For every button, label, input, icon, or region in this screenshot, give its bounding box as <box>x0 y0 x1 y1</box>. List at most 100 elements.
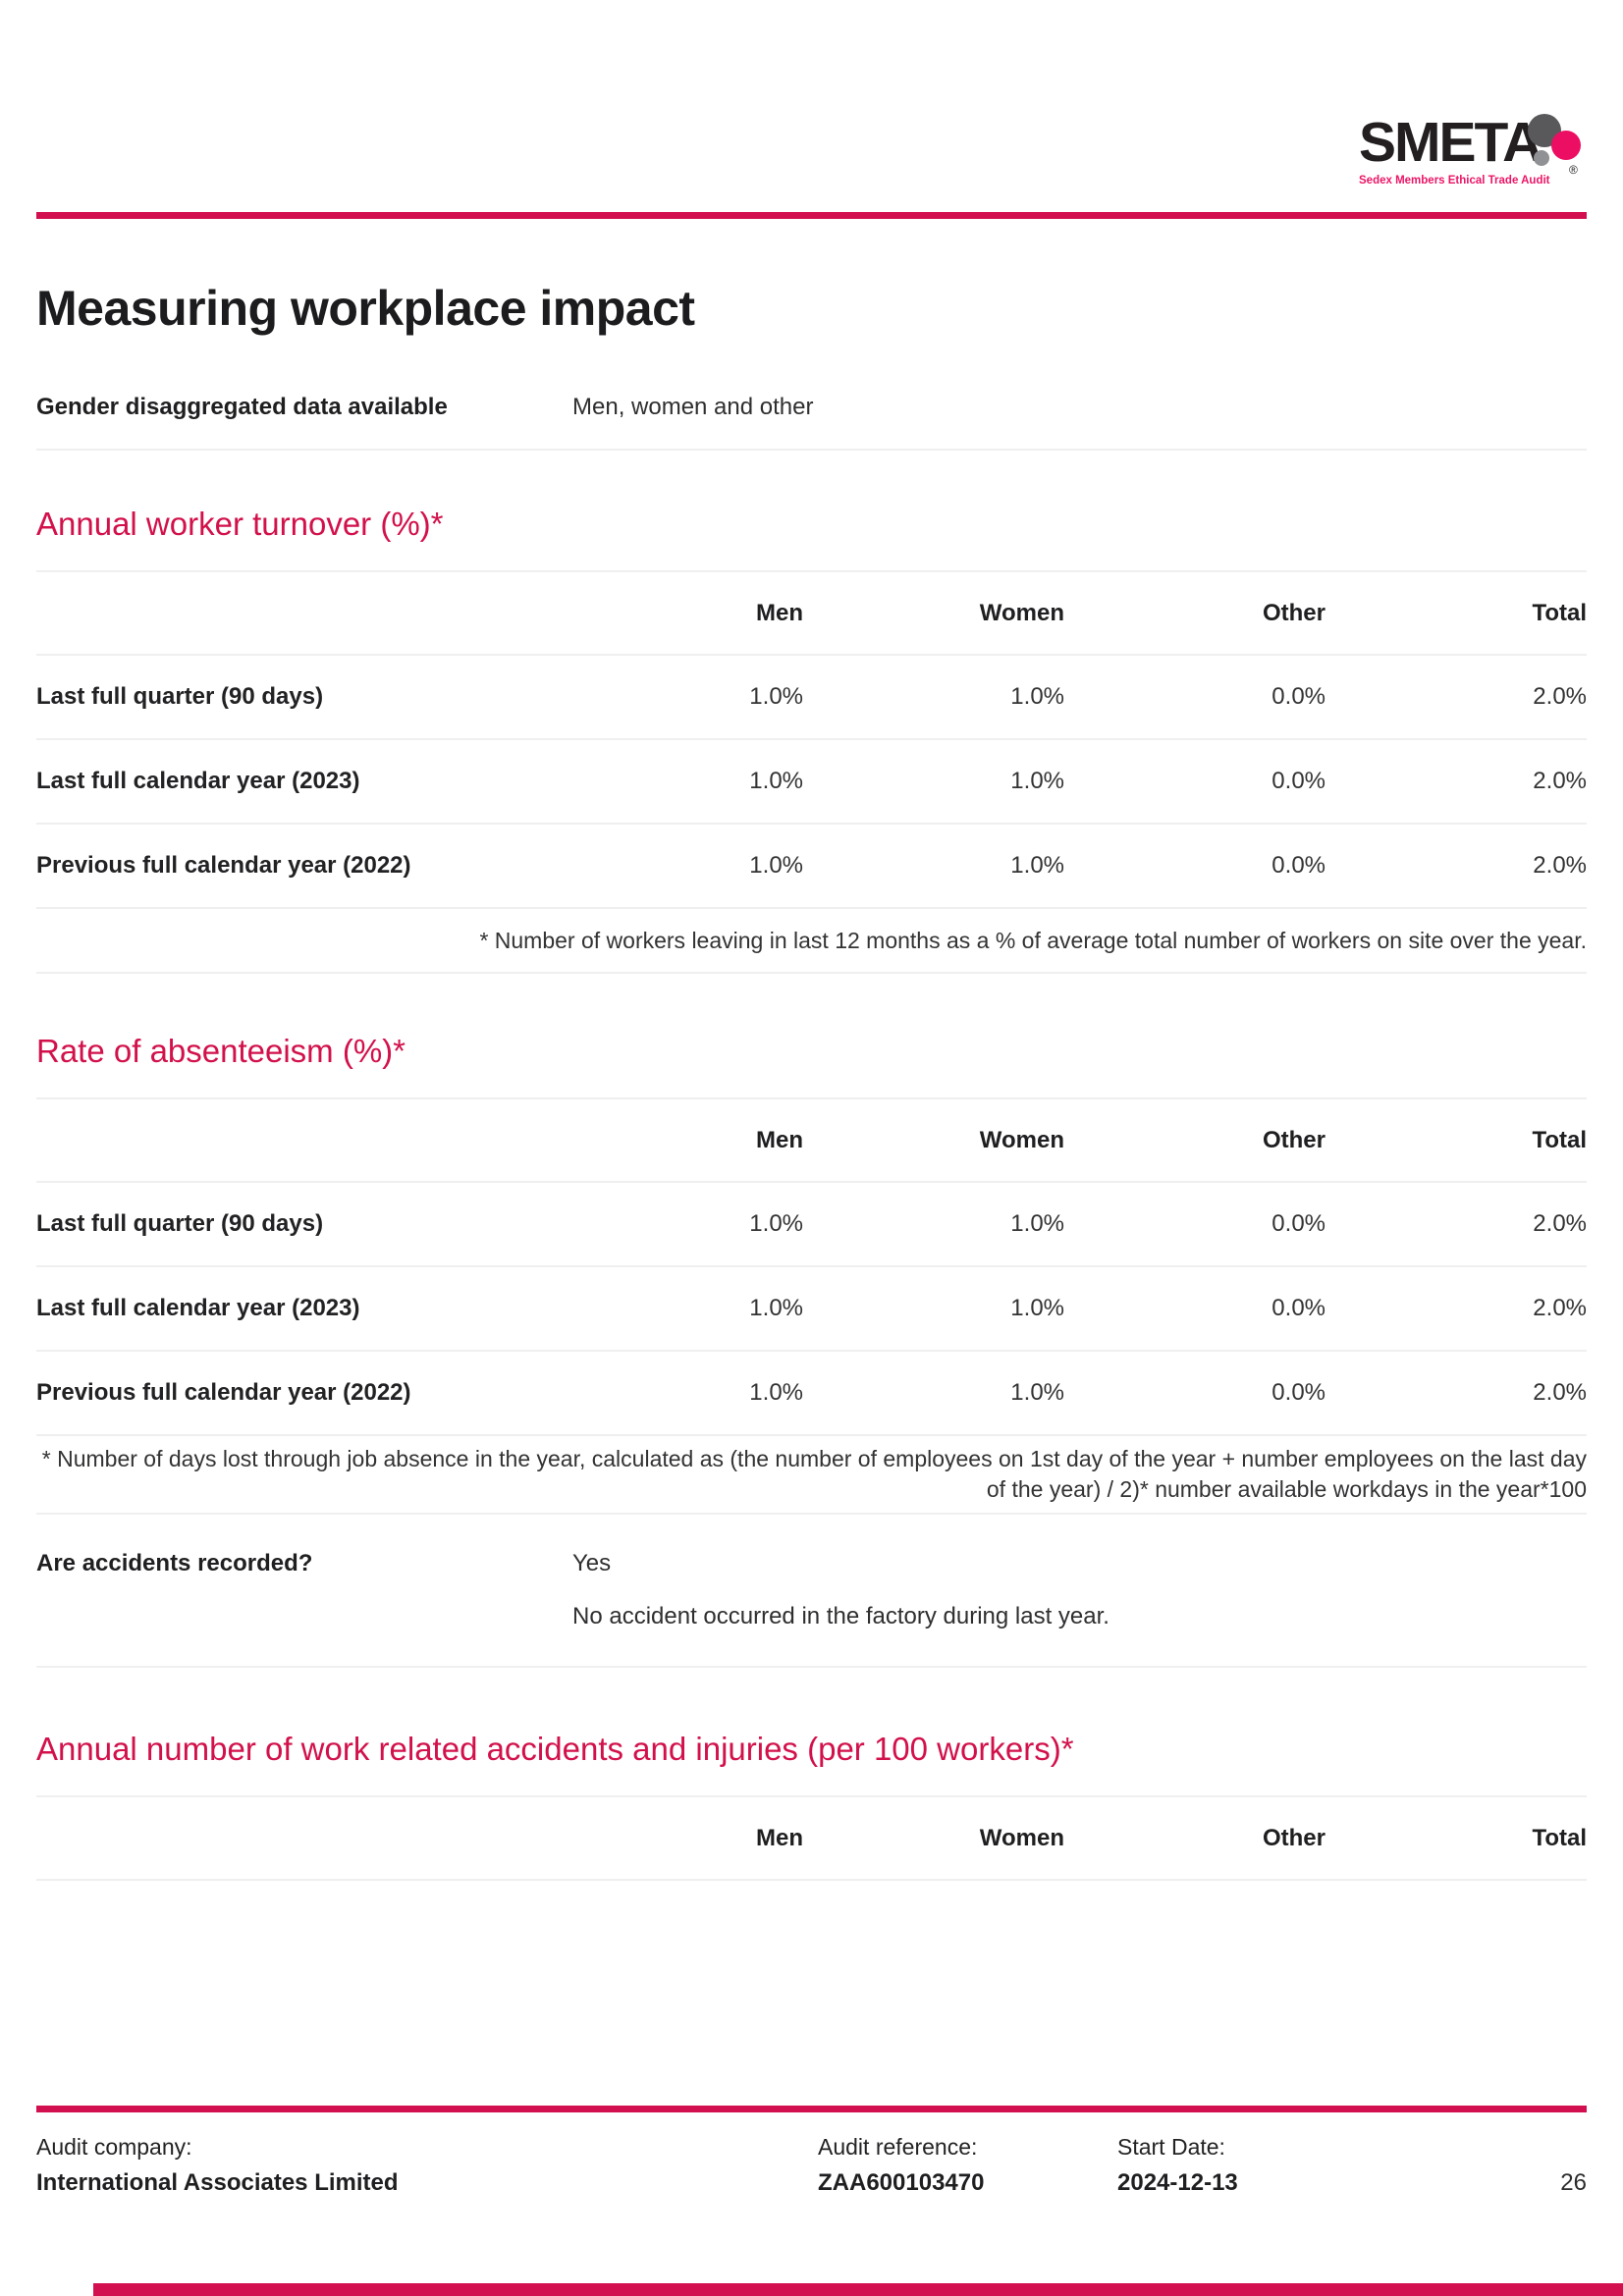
cell-women: 1.0% <box>1010 1379 1064 1406</box>
start-date-label: Start Date: <box>1117 2134 1225 2160</box>
column-header-total: Total <box>1532 599 1587 626</box>
footer-rule <box>36 2106 1587 2112</box>
divider <box>36 1350 1587 1352</box>
divider <box>36 1434 1587 1436</box>
divider <box>36 738 1587 740</box>
audit-reference-value: ZAA600103470 <box>818 2169 985 2196</box>
table-row: Last full calendar year (2023) 1.0% 1.0%… <box>36 740 1587 823</box>
row-label: Previous full calendar year (2022) <box>36 852 411 879</box>
page-footer: Audit company: International Associates … <box>36 2106 1587 2197</box>
audit-reference-label: Audit reference: <box>818 2134 978 2160</box>
smeta-logo-dots: ® <box>1526 114 1587 185</box>
section-heading-absenteeism: Rate of absenteeism (%)* <box>36 1033 406 1069</box>
column-header-other: Other <box>1262 1126 1325 1153</box>
cell-total: 2.0% <box>1533 1295 1587 1321</box>
logo-dot-pink-icon <box>1551 131 1581 160</box>
divider <box>36 1879 1587 1881</box>
table-row: Last full quarter (90 days) 1.0% 1.0% 0.… <box>36 656 1587 738</box>
footer-audit-reference: Audit reference: ZAA600103470 <box>818 2134 1117 2197</box>
smeta-logo: SMETA ® Sedex Members Ethical Trade Audi… <box>1359 114 1587 198</box>
column-header-total: Total <box>1532 1126 1587 1153</box>
cell-other: 0.0% <box>1271 683 1325 710</box>
divider <box>36 570 1587 572</box>
divider <box>36 907 1587 909</box>
turnover-table: Men Women Other Total Last full quarter … <box>36 572 1587 974</box>
divider <box>36 972 1587 974</box>
table-header-row: Men Women Other Total <box>36 1797 1587 1879</box>
column-header-men: Men <box>756 1824 803 1851</box>
logo-dot-gray-icon <box>1534 150 1549 166</box>
cell-men: 1.0% <box>749 768 803 794</box>
column-header-women: Women <box>979 1824 1064 1851</box>
table-row: Previous full calendar year (2022) 1.0% … <box>36 825 1587 907</box>
cell-women: 1.0% <box>1010 1210 1064 1237</box>
registered-mark: ® <box>1569 163 1578 177</box>
page-number: 26 <box>1560 2169 1587 2196</box>
gender-data-row: Gender disaggregated data available Men,… <box>36 394 1587 421</box>
cell-men: 1.0% <box>749 1379 803 1406</box>
section-heading-accidents: Annual number of work related accidents … <box>36 1731 1074 1767</box>
divider <box>36 1181 1587 1183</box>
smeta-logo-tagline: Sedex Members Ethical Trade Audit <box>1359 175 1550 187</box>
cell-women: 1.0% <box>1010 683 1064 710</box>
divider <box>36 1795 1587 1797</box>
bottom-accent-bar <box>93 2283 1623 2296</box>
absenteeism-table: Men Women Other Total Last full quarter … <box>36 1099 1587 1515</box>
accidents-question-label: Are accidents recorded? <box>36 1550 313 1576</box>
gender-data-label: Gender disaggregated data available <box>36 394 448 420</box>
accidents-table: Men Women Other Total <box>36 1797 1587 1881</box>
row-label: Last full quarter (90 days) <box>36 683 324 710</box>
row-label: Last full quarter (90 days) <box>36 1210 324 1237</box>
header: SMETA ® Sedex Members Ethical Trade Audi… <box>36 0 1587 198</box>
cell-total: 2.0% <box>1533 852 1587 879</box>
table-header-row: Men Women Other Total <box>36 1099 1587 1181</box>
cell-other: 0.0% <box>1271 1210 1325 1237</box>
column-header-total: Total <box>1532 1824 1587 1851</box>
accidents-question-answer: Yes <box>572 1550 612 1576</box>
divider <box>36 1097 1587 1099</box>
cell-total: 2.0% <box>1533 1379 1587 1406</box>
footer-columns: Audit company: International Associates … <box>36 2134 1587 2197</box>
spacer <box>36 1603 572 1630</box>
cell-men: 1.0% <box>749 852 803 879</box>
column-header-other: Other <box>1262 1824 1325 1851</box>
column-header-men: Men <box>756 599 803 626</box>
divider <box>36 654 1587 656</box>
cell-other: 0.0% <box>1271 1379 1325 1406</box>
audit-company-label: Audit company: <box>36 2134 192 2160</box>
divider <box>36 1265 1587 1267</box>
divider <box>36 1666 1587 1668</box>
table-row: Previous full calendar year (2022) 1.0% … <box>36 1352 1587 1434</box>
table-header-row: Men Women Other Total <box>36 572 1587 654</box>
smeta-logo-text: SMETA <box>1359 111 1542 174</box>
audit-company-value: International Associates Limited <box>36 2169 399 2196</box>
absenteeism-footnote: * Number of days lost through job absenc… <box>41 1446 1587 1502</box>
footer-start-date: Start Date: 2024-12-13 26 <box>1117 2134 1587 2197</box>
column-header-women: Women <box>979 1126 1064 1153</box>
cell-women: 1.0% <box>1010 768 1064 794</box>
cell-other: 0.0% <box>1271 852 1325 879</box>
row-label: Last full calendar year (2023) <box>36 1295 360 1321</box>
cell-total: 2.0% <box>1533 1210 1587 1237</box>
row-label: Last full calendar year (2023) <box>36 768 360 794</box>
column-header-men: Men <box>756 1126 803 1153</box>
divider <box>36 1513 1587 1515</box>
divider <box>36 449 1587 451</box>
table-row: Last full calendar year (2023) 1.0% 1.0%… <box>36 1267 1587 1350</box>
divider <box>36 823 1587 825</box>
accidents-question-row: Are accidents recorded? Yes <box>36 1550 1587 1577</box>
cell-total: 2.0% <box>1533 768 1587 794</box>
start-date-value: 2024-12-13 <box>1117 2169 1238 2196</box>
footer-audit-company: Audit company: International Associates … <box>36 2134 818 2197</box>
gender-data-value: Men, women and other <box>572 394 814 420</box>
turnover-footnote: * Number of workers leaving in last 12 m… <box>479 927 1587 953</box>
cell-other: 0.0% <box>1271 1295 1325 1321</box>
cell-women: 1.0% <box>1010 852 1064 879</box>
column-header-other: Other <box>1262 599 1325 626</box>
column-header-women: Women <box>979 599 1064 626</box>
accidents-note-row: No accident occurred in the factory duri… <box>36 1603 1587 1630</box>
header-rule <box>36 212 1587 219</box>
cell-women: 1.0% <box>1010 1295 1064 1321</box>
table-row: Last full quarter (90 days) 1.0% 1.0% 0.… <box>36 1183 1587 1265</box>
